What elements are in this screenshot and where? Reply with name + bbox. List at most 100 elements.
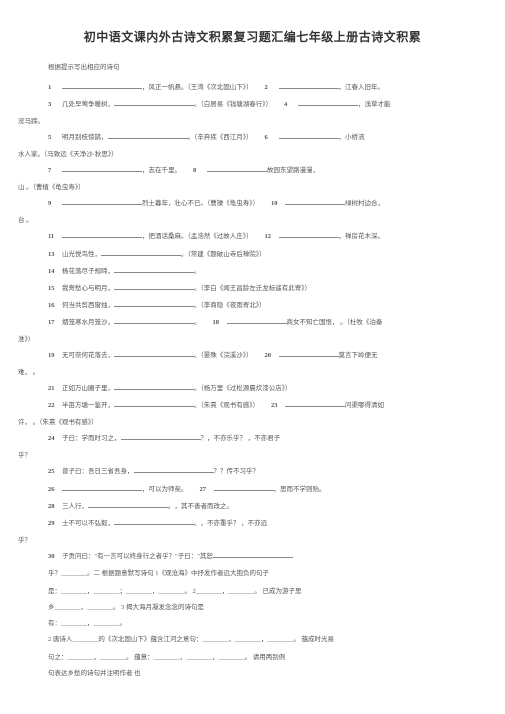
question-number: 17 <box>48 318 58 327</box>
question-pre-text: 几处早莺争暖树， <box>62 100 114 109</box>
blank-field <box>285 197 345 205</box>
question-mid-text: 。（朱熹《观书有感》） <box>194 401 259 410</box>
continuation-line: 没马蹄。 <box>18 115 457 125</box>
blank-field <box>279 131 339 139</box>
continuation-line: 淮》） <box>18 333 457 343</box>
question-number: 13 <box>48 250 58 259</box>
question-tail-text: 问渠哪得清如 <box>345 401 384 410</box>
question-number: 8 <box>193 166 203 175</box>
blank-field <box>62 164 142 172</box>
question-mid-text: ，可以为师矣。 <box>142 485 188 494</box>
question-tail-text: 故园东望路漫漫， <box>267 166 319 175</box>
question-mid-text: 。（晏殊《浣溪沙》） <box>194 351 253 360</box>
question-line: 5明月别枝惊鹊，。（辛弃疾《西江月》）6，小桥流 <box>48 131 457 142</box>
question-pre-text: 杨花落尽子规啼， <box>62 267 114 276</box>
question-line: 28三人行，。，其不善者而改之。 <box>48 500 457 511</box>
question-pre-text: 烟笼寒水月笼沙， <box>62 318 114 327</box>
question-mid-text: 。（李商隐《夜雨寄北》） <box>194 301 266 310</box>
question-mid-text: 。（白居易《钱塘湖春行》） <box>194 100 272 109</box>
question-line: 22 半亩方塘一鉴开， 。（朱熹《观书有感》） 23 问渠哪得清如 <box>48 399 457 410</box>
question-number: 23 <box>271 401 281 410</box>
question-tail-text: ，小桥流 <box>339 133 365 142</box>
blank-field <box>114 517 194 525</box>
question-pre-text: 明月别枝惊鹊， <box>62 133 108 142</box>
question-mid-text: ，把酒话桑麻。（孟浩然《过故人庄》） <box>142 232 253 241</box>
blank-field <box>214 483 274 491</box>
blank-field <box>227 316 287 324</box>
question-mid-text: 。 <box>194 318 201 327</box>
blank-field <box>62 197 142 205</box>
question-number: 11 <box>48 232 58 241</box>
blank-field <box>88 500 168 508</box>
blank-field <box>114 299 194 307</box>
blank-field <box>62 230 142 238</box>
question-number: 15 <box>48 284 58 293</box>
question-number: 27 <box>200 485 210 494</box>
page-title: 初中语文课内外古诗文积累复习题汇编七年级上册古诗文积累 <box>48 28 457 45</box>
question-line: 21正如万山圈子里，。（杨万里《过松源晨炊漆公店》） <box>48 382 457 393</box>
section-2-line: 乡________，________。 3 揭大海月凝发念念的诗句是 <box>48 601 457 611</box>
question-line: 1，风正一帆悬。（王湾《次北固山下》）2，江春入旧年。 <box>48 81 457 92</box>
question-pre-text: 何当共剪西窗烛， <box>62 301 114 310</box>
question-line: 26，可以为师矣。27，思而不学则殆。 <box>48 483 457 494</box>
continuation-line: 许， 。（朱熹《观书有感》） <box>18 416 457 426</box>
question-number: 6 <box>265 133 275 142</box>
instruction-text: 根据提示写出相应的诗句 <box>48 61 457 71</box>
question-pre-text: 子曰：学而时习之， <box>62 434 121 443</box>
continuation-line: 乎？ <box>18 449 457 459</box>
question-line: 19无可奈何花落去，。（晏殊《浣溪沙》）20莫言下岭便无 <box>48 349 457 360</box>
question-tail-text: ？传不习乎？ <box>220 467 259 476</box>
question-mid-text: 。 <box>194 267 201 276</box>
question-line: 16 何当共剪西窗烛， 。（李商隐《夜雨寄北》） <box>48 299 457 310</box>
question-tail-text: 绿树村边合， <box>345 199 384 208</box>
section-2-intro: 乎？________。二 根据题意默写诗句 1《观沧海》中抒发作者远大抱负的句子 <box>48 567 457 577</box>
section-2-line: 有：________，________。 <box>48 617 457 627</box>
question-line: 15我寄愁心与明月，。（李白《闻王昌龄左迁龙标遥有此寄》） <box>48 282 457 293</box>
question-number: 12 <box>265 232 275 241</box>
question-line: 30子贡问曰："有一言可以终身行之者乎？"子曰："其恕 <box>48 550 457 561</box>
question-number: 2 <box>265 83 275 92</box>
question-pre-text: 曾子曰：吾日三省吾身， <box>62 467 134 476</box>
blank-field <box>207 164 267 172</box>
question-number: 22 <box>48 401 58 410</box>
question-pre-text: 三人行， <box>62 502 88 511</box>
blank-field <box>298 98 358 106</box>
question-mid-text: 。（李白《闻王昌龄左迁龙标遥有此寄》） <box>194 284 311 293</box>
question-line: 3几处早莺争暖树，。（白居易《钱塘湖春行》）4，浅草才能 <box>48 98 457 109</box>
blank-field <box>108 131 188 139</box>
question-line: 13山光悦鸟性，。（常建《题破山寺后禅院》） <box>48 248 457 259</box>
question-number: 19 <box>48 351 58 360</box>
question-number: 21 <box>48 384 58 393</box>
question-mid-text: 。（辛弃疾《西江月》） <box>188 133 253 142</box>
section-2-lines: 是：________，________；________，________。 2… <box>48 585 457 627</box>
section-3-tail: 句之：________，________。 蕴意：________，______… <box>48 651 457 661</box>
question-tail-text: ，浅草才能 <box>358 100 391 109</box>
question-mid-text: 。（杨万里《过松源晨炊漆公店》） <box>194 384 292 393</box>
blank-field <box>62 483 142 491</box>
question-number: 30 <box>48 552 58 561</box>
question-line: 17烟笼寒水月笼沙，。18商女不知亡国恨， 。（杜牧《泊秦 <box>48 316 457 327</box>
question-line: 14杨花落尽子规啼，。 <box>48 265 457 276</box>
question-pre-text: 士不可以不弘毅， <box>62 519 114 528</box>
question-pre-text: 半亩方塘一鉴开， <box>62 401 114 410</box>
question-pre-text: 山光悦鸟性， <box>62 250 101 259</box>
footer-text: 句表达乡愁的诗句并注明作者 也 <box>48 667 457 677</box>
blank-field <box>114 316 194 324</box>
question-number: 10 <box>271 199 281 208</box>
question-number: 1 <box>48 83 58 92</box>
question-line: 7，志在千里。8故园东望路漫漫， <box>48 164 457 175</box>
question-number: 29 <box>48 519 58 528</box>
question-number: 4 <box>284 100 294 109</box>
question-line: 29士不可以不弘毅，。，不亦重乎？ ，不亦远 <box>48 517 457 528</box>
blank-field <box>114 382 194 390</box>
question-number: 16 <box>48 301 58 310</box>
blank-field <box>114 265 194 273</box>
continuation-line: 台 。 <box>18 214 457 224</box>
blank-field <box>285 399 345 407</box>
blank-field <box>279 349 339 357</box>
section-3-line: 2 唐诗人________的《次北固山下》蕴含江河之意句：________，__… <box>48 633 457 643</box>
blank-field <box>114 399 194 407</box>
question-tail-text: ，思而不学则殆。 <box>274 485 326 494</box>
blank-field <box>101 248 181 256</box>
question-mid-text: ，志在千里。 <box>142 166 181 175</box>
